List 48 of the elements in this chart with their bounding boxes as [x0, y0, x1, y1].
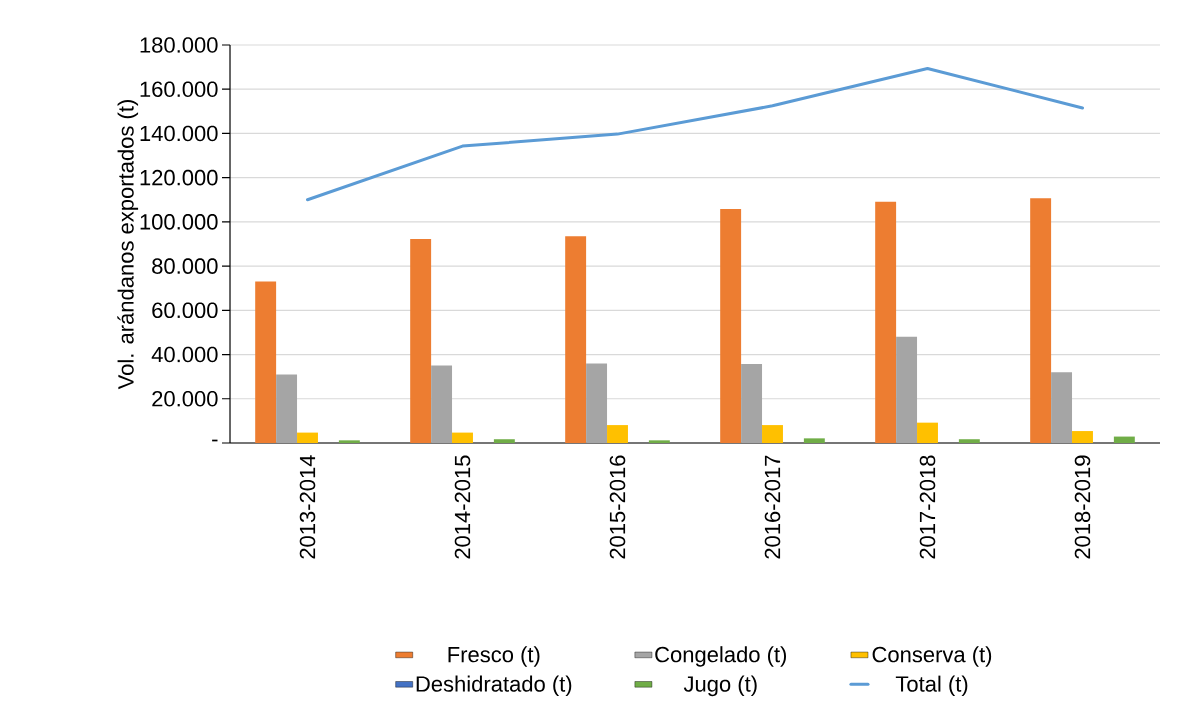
bar	[1113, 436, 1135, 443]
legend-label: Fresco (t)	[448, 646, 540, 667]
bar	[1030, 198, 1052, 443]
legend-label: Jugo (t)	[683, 675, 757, 697]
bar	[493, 439, 515, 443]
bar	[255, 281, 277, 443]
bar	[720, 209, 742, 443]
legend-label: Deshidratado (t)	[416, 675, 572, 697]
bar	[607, 425, 628, 443]
line-series	[306, 66, 1084, 202]
y-tick-label: 80.000	[152, 258, 218, 274]
bar	[338, 440, 360, 443]
bar	[741, 364, 763, 443]
bar	[297, 432, 318, 443]
x-tick-label: 2015-2016	[609, 455, 626, 559]
bar	[410, 238, 432, 443]
x-tick-label: 2017-2018	[919, 455, 936, 559]
bar	[565, 236, 587, 443]
y-tick-label: 160.000	[140, 81, 218, 98]
y-tick-label: 40.000	[151, 346, 218, 363]
y-tick-label: -	[212, 439, 218, 442]
bar	[431, 365, 453, 443]
y-tick-label: 100.000	[140, 214, 218, 230]
bar	[586, 363, 608, 443]
bar	[958, 439, 980, 443]
bar	[452, 432, 473, 443]
y-tick-label: 180.000	[140, 37, 218, 53]
x-tick-label: 2016-2017	[764, 455, 781, 559]
bar	[1072, 431, 1093, 443]
y-tick-label: 20.000	[152, 390, 218, 407]
legend-label: Congelado (t)	[655, 646, 787, 667]
legend-label: Conserva (t)	[872, 646, 992, 667]
legend-label: Total (t)	[895, 675, 968, 697]
bar	[648, 440, 670, 443]
y-tick-label: 60.000	[152, 302, 218, 319]
bar	[803, 438, 825, 443]
bar	[875, 201, 897, 443]
x-tick-label: 2018-2019	[1074, 455, 1091, 559]
bar	[1051, 372, 1073, 443]
bar	[917, 422, 938, 443]
y-axis-title: Vol. arándanos exportados (t)	[117, 100, 139, 390]
bar	[276, 374, 298, 443]
y-tick-label: 140.000	[140, 125, 218, 142]
y-tick-label: 120.000	[140, 169, 218, 186]
bar	[896, 336, 918, 443]
x-tick-label: 2014-2015	[454, 455, 471, 559]
x-tick-label: 2013-2014	[299, 455, 316, 559]
bar	[762, 425, 783, 443]
